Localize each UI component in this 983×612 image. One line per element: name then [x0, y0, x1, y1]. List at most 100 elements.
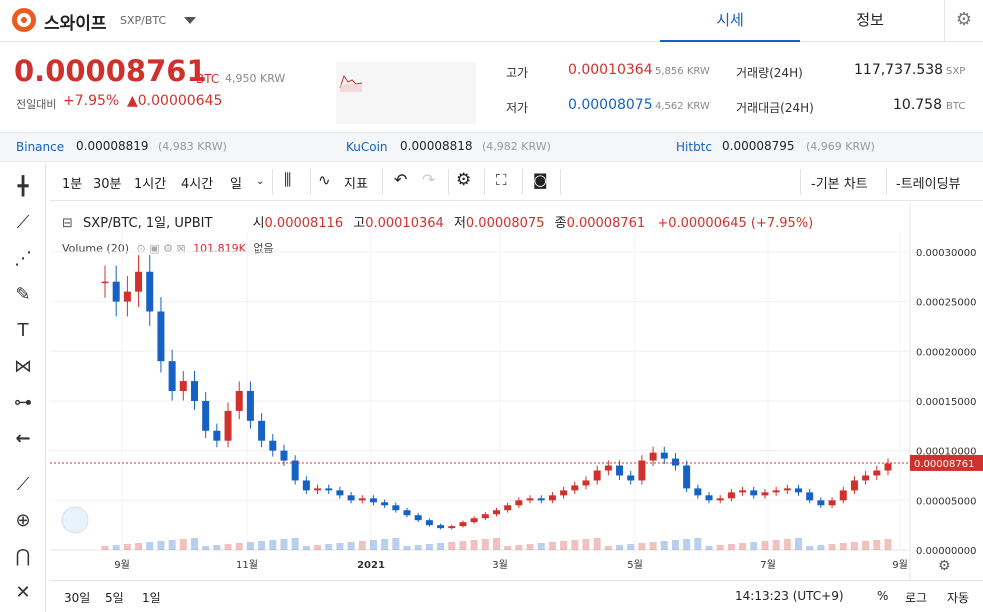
interval-1h[interactable]: 1시간 [134, 177, 167, 192]
last-price-badge [910, 454, 983, 471]
legend-minus-icon[interactable]: ⊟ [62, 216, 73, 231]
volume-bar [750, 542, 758, 550]
volume-bar [817, 545, 825, 550]
chart-legend: ⊟ SXP/BTC, 1일, UPBIT 시0.00008116 고0.0001… [62, 212, 813, 231]
price-krw-unit: KRW [260, 72, 286, 85]
back-arrow-icon[interactable]: ← [15, 428, 31, 449]
candle [347, 495, 355, 501]
tradingview-button[interactable]: -트레이딩뷰 [896, 177, 961, 192]
exchange-name[interactable]: KuCoin [346, 140, 388, 154]
volume-bar [739, 543, 747, 550]
divider [448, 169, 449, 195]
candle [795, 488, 803, 493]
legend-open-label: 시 [252, 216, 265, 231]
candle [560, 490, 568, 496]
divider [522, 169, 523, 195]
camera-icon[interactable]: ◙ [533, 171, 548, 189]
y-tick-label: 0.00000000 [916, 546, 976, 557]
axis-gear-icon[interactable]: ⚙ [938, 558, 951, 574]
candle [291, 460, 299, 481]
settings-icon[interactable]: ⚙ [456, 170, 472, 190]
volume-bar [548, 542, 556, 550]
volume-bar [671, 540, 679, 550]
indicators-button[interactable]: 지표 [344, 177, 368, 192]
fib-icon[interactable]: ⋰ [14, 248, 32, 269]
candle [325, 488, 333, 491]
redo-icon[interactable]: ↷ [422, 170, 436, 189]
price-chart[interactable]: 0.00030000 0.00025000 0.00020000 0.00015000… [50, 202, 983, 580]
clock-time: 14:13:23 (UTC+9) [735, 589, 844, 603]
interval-1m[interactable]: 1분 [62, 177, 83, 192]
legend-high-label: 고 [353, 216, 366, 231]
gear-icon[interactable]: ⚙ [944, 0, 983, 42]
lock-icon[interactable]: ✕ [15, 582, 31, 603]
trendline-icon[interactable]: ⟋ [16, 212, 30, 233]
fullscreen-icon[interactable]: ⛶ [496, 171, 507, 189]
range-30d[interactable]: 30일 [64, 591, 91, 605]
volume-bar [850, 542, 858, 550]
volume-bar [123, 544, 131, 550]
ruler-icon[interactable]: ⟋ [16, 474, 30, 495]
range-5d[interactable]: 5일 [105, 591, 124, 605]
candle [369, 498, 377, 503]
exchange-krw: (4,983 KRW) [158, 140, 227, 153]
low-krw-unit: KRW [686, 101, 710, 112]
candle [526, 498, 534, 501]
exchange-name[interactable]: Hitbtc [676, 140, 712, 154]
magnet-icon[interactable]: ⋂ [15, 546, 31, 567]
tab-info[interactable]: 정보 [856, 11, 884, 29]
exchange-name[interactable]: Binance [16, 140, 65, 154]
basic-chart-button[interactable]: -기본 차트 [811, 177, 868, 192]
last-price-label: 0.00008761 [914, 459, 974, 470]
candle [806, 492, 814, 501]
price-unit: BTC [196, 72, 220, 86]
text-icon[interactable]: T [17, 320, 29, 341]
crosshair-icon[interactable]: ╋ [17, 176, 29, 197]
divider [310, 169, 311, 195]
volume-bar [190, 538, 198, 550]
candle [694, 488, 702, 496]
candle [716, 498, 724, 501]
low-krw-value: 4,562 [655, 101, 684, 112]
candle [537, 498, 545, 501]
log-toggle[interactable]: 로그 [905, 591, 928, 605]
candle [504, 505, 512, 511]
interval-30m[interactable]: 30분 [93, 177, 122, 192]
indicator-icon[interactable]: ∿ [318, 171, 331, 189]
brush-icon[interactable]: ✎ [15, 284, 31, 305]
divider [484, 169, 485, 195]
percent-toggle[interactable]: % [877, 589, 889, 603]
volume-label: 거래량(24H) [736, 66, 803, 80]
candle-type-icon[interactable]: ⫼ [284, 170, 292, 189]
volume-bar [470, 540, 478, 550]
volume-bar [593, 538, 601, 550]
range-1d[interactable]: 1일 [142, 591, 161, 605]
volume-bar [862, 541, 870, 550]
watermark-logo-icon [61, 506, 89, 534]
volume-bar [392, 538, 400, 550]
candle [683, 465, 691, 489]
measure-icon[interactable]: ⊶ [14, 392, 32, 413]
interval-4h[interactable]: 4시간 [181, 177, 214, 192]
volume-bar [369, 540, 377, 550]
chevron-down-icon[interactable] [184, 17, 196, 24]
y-tick-label: 0.00005000 [916, 496, 976, 507]
undo-icon[interactable]: ↶ [394, 170, 408, 189]
pattern-icon[interactable]: ⋈ [14, 356, 32, 377]
legend-high: 0.00010364 [365, 216, 444, 231]
tab-quote[interactable]: 시세 [660, 0, 800, 42]
candle [493, 510, 500, 515]
volume-bar [314, 545, 322, 550]
zoom-in-icon[interactable]: ⊕ [15, 510, 31, 531]
chevron-down-icon[interactable]: ⌄ [256, 176, 265, 187]
coin-name[interactable]: 스와이프 [44, 14, 107, 34]
x-tick-label: 7월 [760, 559, 776, 571]
volume-bar [638, 543, 646, 550]
amount-value: 10.758 [893, 97, 942, 113]
interval-1d[interactable]: 일 [230, 177, 242, 192]
legend-low-label: 저 [453, 216, 466, 231]
candle [828, 500, 836, 506]
auto-toggle[interactable]: 자동 [947, 591, 970, 605]
volume-bar [202, 546, 210, 550]
